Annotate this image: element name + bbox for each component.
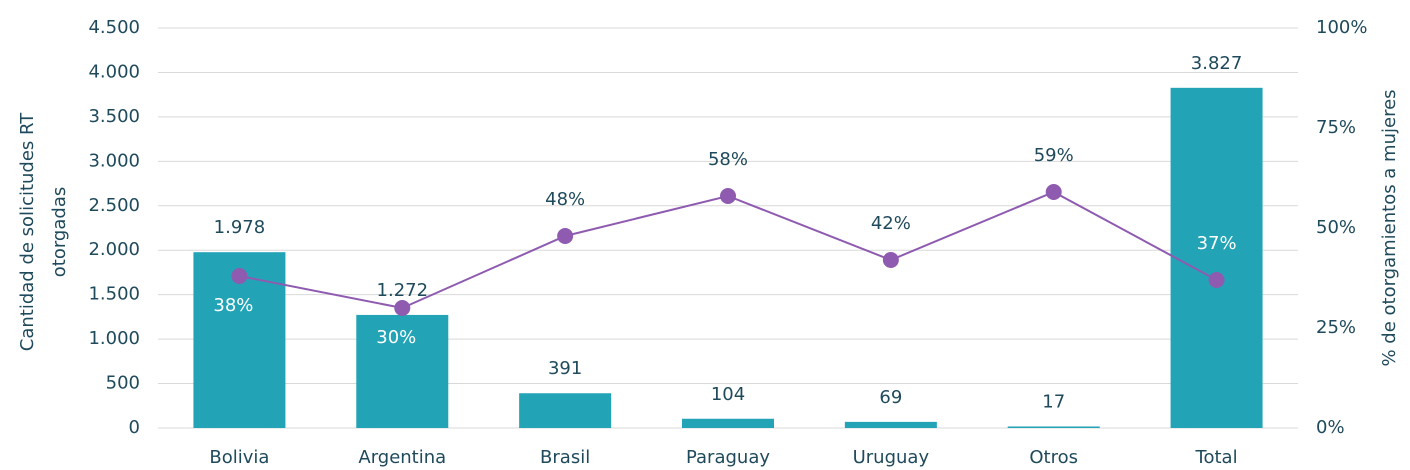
line-point bbox=[1208, 272, 1225, 288]
y-tick-label: 1.500 bbox=[88, 284, 140, 305]
y2-axis-label: % de otorgamientos a mujeres bbox=[1379, 89, 1400, 366]
y-tick-label: 500 bbox=[106, 373, 140, 394]
x-tick-label: Otros bbox=[1029, 447, 1078, 468]
line-value-label: 37% bbox=[1197, 233, 1237, 254]
bar-value-label: 17 bbox=[1042, 391, 1065, 412]
y-tick-label: 2.500 bbox=[88, 195, 140, 216]
bar bbox=[1007, 426, 1100, 428]
x-tick-label: Brasil bbox=[540, 447, 590, 468]
bar-value-label: 391 bbox=[548, 358, 582, 379]
y-tick-label: 2.000 bbox=[88, 239, 140, 260]
line-value-label: 42% bbox=[871, 213, 911, 234]
line-point bbox=[720, 188, 736, 204]
y-axis-label: otorgadas bbox=[49, 187, 70, 277]
line-point bbox=[231, 268, 248, 284]
bar bbox=[519, 393, 612, 428]
bar bbox=[356, 314, 449, 428]
y2-tick-label: 75% bbox=[1316, 117, 1356, 138]
y-tick-label: 1.000 bbox=[88, 328, 140, 349]
line-value-label: 38% bbox=[213, 295, 253, 316]
bar-value-label: 104 bbox=[711, 384, 745, 405]
x-tick-label: Argentina bbox=[358, 447, 446, 468]
bar-value-label: 1.272 bbox=[377, 280, 429, 301]
y-axis-label: Cantidad de solicitudes RT bbox=[17, 112, 38, 351]
y-tick-label: 3.000 bbox=[88, 150, 140, 171]
x-tick-label: Uruguay bbox=[853, 447, 930, 468]
y-tick-label: 0 bbox=[129, 417, 140, 438]
y-tick-label: 3.500 bbox=[88, 106, 140, 127]
line-point bbox=[882, 252, 899, 268]
bar bbox=[682, 418, 774, 428]
line-value-label: 58% bbox=[708, 149, 748, 170]
bar bbox=[844, 421, 937, 428]
line-point bbox=[557, 228, 574, 244]
line-point bbox=[1045, 184, 1062, 200]
line-value-label: 30% bbox=[376, 327, 416, 348]
x-tick-label: Paraguay bbox=[686, 447, 770, 468]
y2-tick-label: 50% bbox=[1316, 217, 1356, 238]
line-point bbox=[394, 300, 411, 316]
line-value-label: 48% bbox=[545, 189, 585, 210]
bar-value-label: 1.978 bbox=[214, 217, 266, 238]
y-tick-label: 4.500 bbox=[88, 17, 140, 38]
y2-tick-label: 25% bbox=[1316, 317, 1356, 338]
x-tick-label: Total bbox=[1195, 447, 1238, 468]
x-tick-label: Bolivia bbox=[209, 447, 269, 468]
y-tick-label: 4.000 bbox=[88, 61, 140, 82]
y2-tick-label: 0% bbox=[1316, 417, 1345, 438]
bar bbox=[1170, 87, 1263, 429]
bar-value-label: 3.827 bbox=[1191, 53, 1243, 74]
bar-value-label: 69 bbox=[879, 387, 902, 408]
y2-tick-label: 100% bbox=[1316, 17, 1367, 38]
line-value-label: 59% bbox=[1034, 145, 1074, 166]
